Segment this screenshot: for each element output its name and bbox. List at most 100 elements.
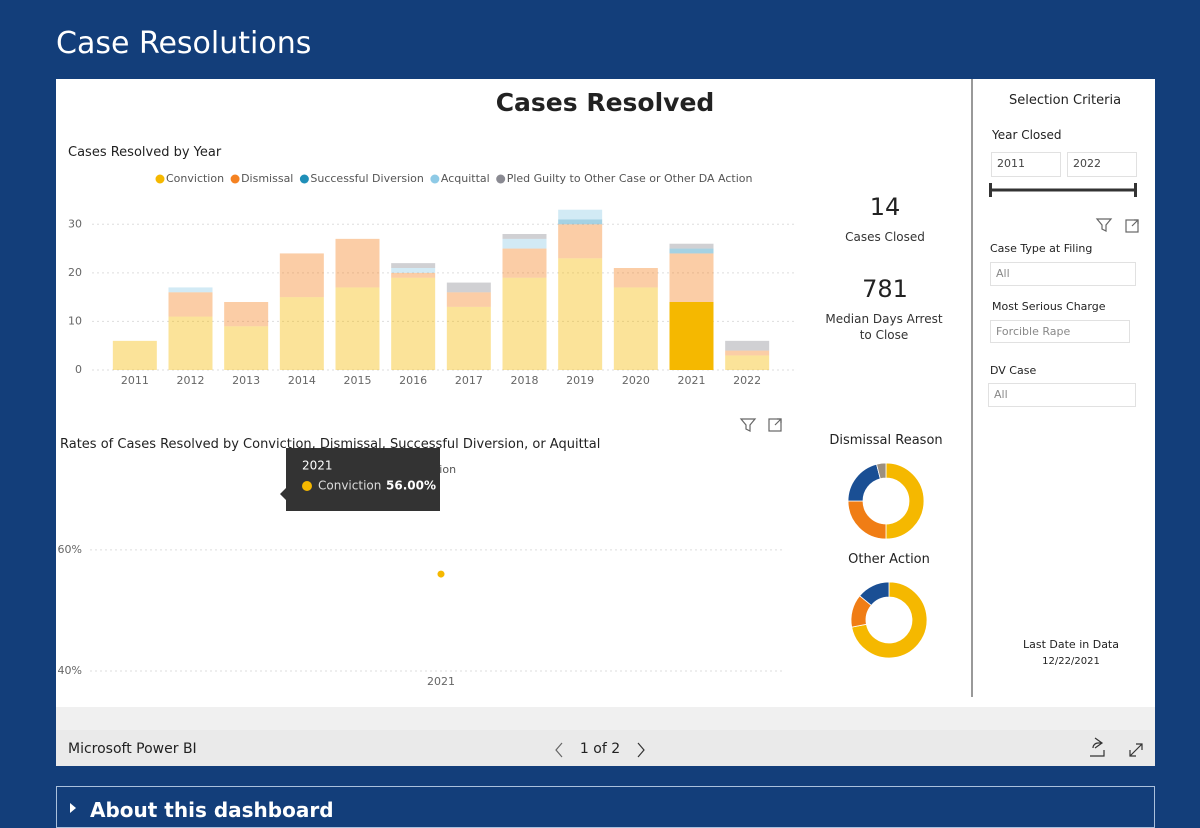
bar-segment xyxy=(502,248,547,278)
donut-slice xyxy=(847,500,887,540)
bar-segment xyxy=(669,243,714,249)
bar-segment xyxy=(725,350,770,356)
bar-segment xyxy=(558,219,603,225)
x-tick-label: 2018 xyxy=(511,374,539,387)
donut-title: Other Action xyxy=(848,552,930,567)
last-date-label: Last Date in Data xyxy=(1023,638,1119,651)
slider-handle[interactable] xyxy=(1134,183,1137,197)
y-tick-label: 10 xyxy=(68,314,82,327)
page-title: Case Resolutions xyxy=(56,26,312,61)
legend-label: Pled Guilty to Other Case or Other DA Ac… xyxy=(507,172,753,185)
expander-arrow xyxy=(70,803,76,813)
expander-label[interactable]: About this dashboard xyxy=(90,798,334,822)
year-from[interactable]: 2011 xyxy=(991,152,1061,177)
bar-segment xyxy=(168,316,213,370)
donut-slice xyxy=(876,462,887,480)
x-tick-label: 2014 xyxy=(288,374,316,387)
y-tick-label: 40% xyxy=(58,664,82,677)
bar-segment xyxy=(391,272,436,278)
report-gap xyxy=(56,707,1155,730)
x-tick-label: 2016 xyxy=(399,374,427,387)
bar-segment xyxy=(279,297,324,370)
chart-title: Rates of Cases Resolved by Conviction, D… xyxy=(60,437,601,452)
slicer-label: Most Serious Charge xyxy=(992,300,1106,313)
bar-segment xyxy=(224,302,269,327)
x-tick-label: 2021 xyxy=(427,675,455,688)
donut-title: Dismissal Reason xyxy=(829,433,943,448)
legend-label: Conviction xyxy=(166,172,224,185)
kpi-value: 14 xyxy=(869,193,901,221)
bar-segment xyxy=(446,306,491,370)
slider-handle[interactable] xyxy=(989,183,992,197)
legend-label: Acquittal xyxy=(441,172,490,185)
legend-dot xyxy=(496,174,506,184)
report-title: Cases Resolved xyxy=(495,88,715,117)
bar-segment xyxy=(168,292,213,317)
bar-segment xyxy=(502,277,547,370)
donut-slice xyxy=(859,581,890,606)
bar-segment xyxy=(558,224,603,259)
bar-segment xyxy=(335,238,380,288)
x-tick-label: 2020 xyxy=(622,374,650,387)
x-tick-label: 2012 xyxy=(177,374,205,387)
bar-segment xyxy=(446,292,491,307)
bar-segment xyxy=(502,238,547,249)
tooltip-dot xyxy=(302,481,312,491)
bar-segment xyxy=(224,326,269,370)
y-tick-label: 0 xyxy=(75,363,82,376)
bar-segment xyxy=(168,287,213,293)
bar-segment xyxy=(391,277,436,370)
bar-segment xyxy=(669,253,714,302)
dropdown[interactable]: All xyxy=(988,383,1136,407)
bar-segment xyxy=(725,355,770,370)
bar-segment xyxy=(112,340,157,370)
x-tick-label: 2017 xyxy=(455,374,483,387)
x-tick-label: 2019 xyxy=(566,374,594,387)
bar-segment xyxy=(613,268,658,288)
bar-segment xyxy=(725,340,770,351)
x-tick-label: 2022 xyxy=(733,374,761,387)
bar-segment xyxy=(669,248,714,254)
bar-segment xyxy=(335,287,380,370)
x-tick-label: 2021 xyxy=(678,374,706,387)
kpi-label: Median Days Arrest to Close xyxy=(825,312,943,342)
bar-segment xyxy=(502,234,547,239)
kpi-label: Cases Closed xyxy=(845,230,925,244)
footer-bar xyxy=(56,730,1155,766)
tooltip-series: Conviction xyxy=(318,479,381,493)
bar-segment xyxy=(669,302,714,370)
legend-dot xyxy=(155,174,165,184)
dropdown[interactable]: All xyxy=(990,262,1136,286)
x-tick-label: 2013 xyxy=(232,374,260,387)
donut-slice xyxy=(847,463,881,502)
x-tick-label: 2011 xyxy=(121,374,149,387)
last-date-value: 12/22/2021 xyxy=(1042,656,1100,667)
y-tick-label: 20 xyxy=(68,266,82,279)
y-tick-label: 30 xyxy=(68,217,82,230)
legend-label: Successful Diversion xyxy=(310,172,424,185)
data-point xyxy=(437,570,445,578)
slicer-label: Case Type at Filing xyxy=(990,242,1093,255)
chart-title: Cases Resolved by Year xyxy=(68,145,222,160)
dropdown[interactable]: Forcible Rape xyxy=(990,320,1130,343)
bar-segment xyxy=(558,258,603,370)
bar-segment xyxy=(391,263,436,268)
donut-slice xyxy=(885,462,925,540)
legend-label: Dismissal xyxy=(241,172,293,185)
bar-segment xyxy=(279,253,324,298)
year-to[interactable]: 2022 xyxy=(1067,152,1137,177)
legend-dot xyxy=(230,174,240,184)
donut-slice xyxy=(851,581,928,659)
legend-dot xyxy=(430,174,440,184)
tooltip-value: 56.00% xyxy=(386,479,436,493)
bar-segment xyxy=(613,287,658,370)
bar-segment xyxy=(391,268,436,273)
slicer-label: DV Case xyxy=(990,364,1037,377)
y-tick-label: 60% xyxy=(58,543,82,556)
slicer-label: Year Closed xyxy=(992,128,1062,142)
page-indicator[interactable]: 1 of 2 xyxy=(579,741,621,757)
kpi-value: 781 xyxy=(862,275,908,303)
tooltip xyxy=(280,448,440,511)
